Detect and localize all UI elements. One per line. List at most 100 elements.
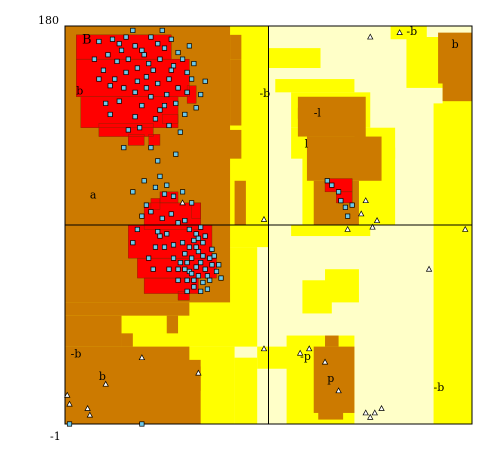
core-region-17 [336,191,353,203]
square-point-3 [123,34,129,40]
square-point-63 [121,145,127,151]
triangle-point-15 [371,409,378,416]
square-point-115 [198,288,204,294]
square-point-1 [109,36,116,42]
y-min-tick-label: -1 [50,430,61,443]
square-point-28 [166,76,172,82]
square-point-21 [105,52,111,58]
allowed-region-13 [354,136,366,148]
square-point-101 [170,255,177,261]
square-point-57 [118,47,125,53]
square-point-50 [103,100,109,106]
square-point-123 [141,178,147,184]
square-point-94 [209,262,215,268]
square-point-91 [184,260,190,266]
square-point-96 [213,268,220,274]
square-point-89 [195,273,201,279]
square-point-97 [182,251,188,257]
square-point-30 [184,89,190,95]
square-point-93 [200,279,206,286]
core-region-16 [325,178,353,192]
square-point-114 [204,286,211,292]
square-point-8 [161,45,168,51]
square-point-38 [139,103,145,109]
square-point-117 [152,184,158,190]
square-point-86 [207,255,213,261]
core-region-edge-13 [159,191,179,204]
square-point-79 [200,240,206,246]
region-label-3: -b [259,87,270,100]
core-region-15 [191,202,201,219]
core-region-edge-17 [336,191,353,204]
region-labels: Bb a -b -l l -b b -b b -p p -b [71,25,459,394]
triangle-point-0 [367,33,374,40]
square-point-62 [137,125,143,131]
square-point-69 [139,213,145,219]
allowed-region-24 [65,114,77,137]
triangle-point-5 [195,369,202,376]
square-point-132 [189,271,195,277]
square-point-39 [157,107,163,113]
core-region-edge-11 [143,277,199,294]
core-region-13 [159,191,179,203]
square-point-72 [168,211,174,217]
square-point-135 [150,266,156,272]
square-point-109 [130,240,136,246]
square-point-129 [200,253,206,259]
square-point-4 [132,43,138,49]
square-point-110 [146,255,152,261]
square-point-84 [193,264,199,270]
allowed-region-4 [230,59,242,126]
allowed-region-5 [223,129,242,159]
square-point-9 [168,36,174,42]
triangle-point-19 [369,223,376,230]
triangle-point-26 [358,210,365,217]
square-point-104 [164,231,170,237]
square-point-54 [130,27,136,33]
core-region-5 [148,134,160,146]
allowed-region-7 [166,315,179,334]
square-point-40 [173,100,179,106]
allowed-region-12 [297,107,314,119]
square-point-75 [186,226,192,232]
allowed-region-22 [325,335,339,347]
triangle-point-14 [362,409,369,416]
square-point-107 [152,244,158,250]
square-point-139 [338,198,344,204]
square-point-20 [114,58,120,64]
region-label-5: l [305,138,309,151]
core-region-edge-5 [148,134,161,146]
core-region-7 [162,114,179,124]
core-region-edge-12 [177,291,190,301]
square-point-74 [182,218,188,224]
allowed-region-10 [306,136,382,181]
square-point-119 [170,193,177,199]
region-label-6: -b [406,25,417,38]
region-label-4: -l [314,107,322,120]
square-point-51 [91,56,97,62]
core-region-edge-3 [98,123,154,137]
square-point-105 [155,229,161,235]
square-point-80 [195,248,201,255]
square-point-130 [193,244,199,250]
axis-cross-lines [65,26,472,424]
square-point-13 [191,61,197,67]
triangle-point-18 [362,197,369,204]
allowed-region-19 [150,351,185,367]
square-point-88 [204,273,211,279]
region-label-10: -p [300,350,311,363]
square-point-31 [164,91,170,98]
triangle-point-21 [425,265,433,272]
square-point-49 [193,105,199,111]
triangle-point-13 [335,387,342,394]
region-label-12: -b [434,381,445,394]
square-point-41 [182,111,188,117]
triangle-point-17 [367,413,374,420]
allowed-region-14 [347,147,366,175]
square-point-43 [132,114,138,120]
square-point-77 [198,224,204,230]
triangle-point-2 [260,215,268,222]
square-point-47 [198,91,204,98]
square-point-36 [96,76,102,82]
